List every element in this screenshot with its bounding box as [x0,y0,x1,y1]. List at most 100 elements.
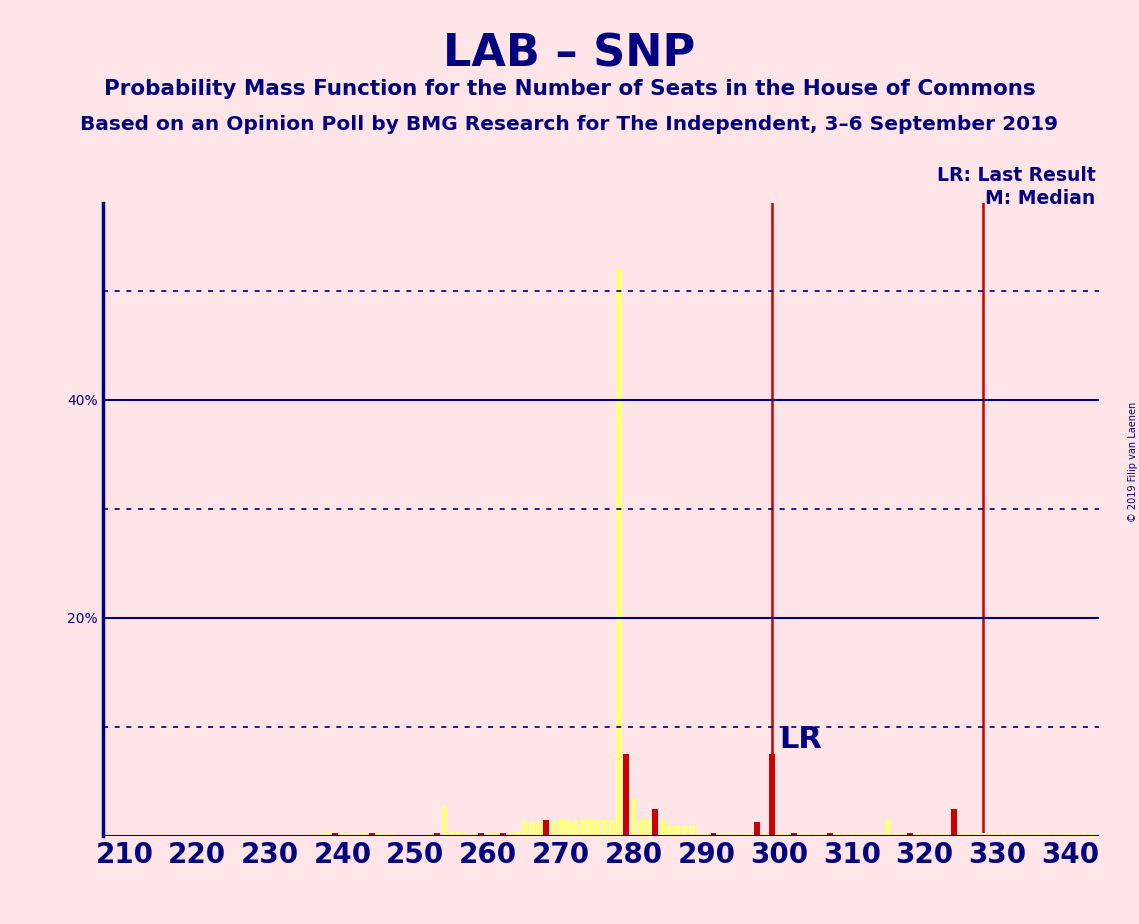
Bar [144,835,149,836]
Text: Based on an Opinion Poll by BMG Research for The Independent, 3–6 September 2019: Based on an Opinion Poll by BMG Research… [81,116,1058,135]
Bar [172,835,178,836]
Bar [718,833,723,836]
Bar [878,833,884,836]
Bar [732,833,738,836]
Bar [1074,833,1080,836]
Bar [595,820,600,836]
Bar [580,820,585,836]
Bar [674,825,680,836]
Bar [1024,833,1030,836]
Bar [253,835,259,836]
Bar [915,833,920,836]
Bar [893,833,899,836]
Bar [1038,833,1043,836]
Bar [274,835,280,836]
Bar [267,835,272,836]
Bar [601,820,607,836]
Text: © 2019 Filip van Laenen: © 2019 Filip van Laenen [1129,402,1138,522]
Bar [726,833,731,836]
Bar [689,825,695,836]
Bar [653,808,658,836]
Bar [376,833,382,836]
Bar [565,820,571,836]
Bar [885,820,891,836]
Bar [711,833,716,836]
Bar [958,833,964,836]
Bar [202,835,207,836]
Bar [412,835,418,836]
Bar [114,835,120,836]
Bar [384,833,390,836]
Bar [973,833,978,836]
Text: LR: Last Result: LR: Last Result [937,166,1096,186]
Bar [558,820,564,836]
Bar [790,833,796,836]
Bar [303,835,309,836]
Bar [747,833,753,836]
Bar [769,754,775,836]
Bar [492,832,498,836]
Bar [449,832,454,836]
Bar [216,835,222,836]
Bar [158,835,164,836]
Bar [929,833,935,836]
Bar [187,835,192,836]
Bar [550,821,557,836]
Bar [470,833,476,836]
Bar [638,820,644,836]
Bar [776,833,782,836]
Bar [623,754,629,836]
Bar [1089,833,1095,836]
Bar [1009,833,1015,836]
Text: Probability Mass Function for the Number of Seats in the House of Commons: Probability Mass Function for the Number… [104,79,1035,99]
Bar [194,835,200,836]
Bar [296,835,302,836]
Bar [645,820,652,836]
Bar [281,835,287,836]
Bar [129,835,134,836]
Bar [616,269,622,836]
Bar [921,833,927,836]
Bar [696,833,702,836]
Bar [442,806,448,836]
Bar [208,835,214,836]
Bar [419,835,426,836]
Bar [609,820,615,836]
Bar [820,833,826,836]
Bar [965,833,972,836]
Bar [900,833,906,836]
Bar [136,835,141,836]
Bar [507,833,513,836]
Bar [165,835,171,836]
Bar [543,820,549,836]
Bar [659,820,665,836]
Bar [994,833,1000,836]
Bar [936,833,942,836]
Bar [1082,833,1088,836]
Bar [434,833,440,836]
Bar [812,833,818,836]
Bar [522,821,527,836]
Bar [122,835,128,836]
Bar [739,833,746,836]
Bar [681,825,688,836]
Bar [1060,833,1066,836]
Bar [849,833,854,836]
Bar [245,835,251,836]
Bar [667,825,673,836]
Bar [754,822,760,836]
Bar [180,835,186,836]
Bar [514,832,521,836]
Bar [805,833,811,836]
Bar [223,835,229,836]
Bar [260,835,265,836]
Bar [361,833,367,836]
Bar [573,821,579,836]
Bar [536,821,542,836]
Bar [988,833,993,836]
Bar [464,833,469,836]
Bar [798,833,804,836]
Bar [1016,833,1022,836]
Bar [784,833,789,836]
Bar [951,808,957,836]
